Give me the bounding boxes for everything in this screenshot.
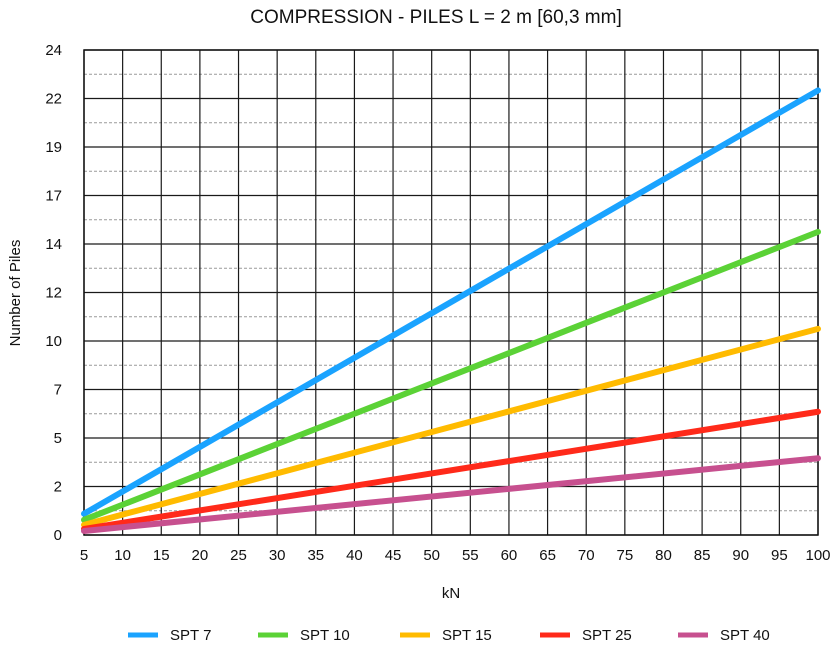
- series-line-spt-7: [81, 87, 821, 517]
- x-tick-label: 20: [192, 547, 209, 564]
- x-tick-label: 50: [423, 547, 440, 564]
- x-tick-label: 5: [80, 547, 88, 564]
- series-line-spt-15: [81, 325, 821, 528]
- y-tick-label: 14: [45, 236, 62, 253]
- y-tick-label: 2: [54, 479, 62, 496]
- x-axis-label: kN: [442, 585, 460, 602]
- x-tick-label: 75: [616, 547, 633, 564]
- y-tick-label: 0: [54, 527, 62, 544]
- legend: SPT 7 SPT 10 SPT 15 SPT 25 SPT 40: [128, 627, 770, 644]
- x-tick-label: 45: [385, 547, 402, 564]
- y-tick-labels: 0 2 5 7 10 12 14 17 19 22 24: [45, 42, 62, 544]
- x-tick-label: 95: [771, 547, 788, 564]
- y-tick-label: 24: [45, 42, 62, 59]
- minor-gridlines: [84, 73, 818, 512]
- plot-frame: [83, 49, 819, 536]
- x-tick-label: 100: [805, 547, 830, 564]
- legend-label: SPT 15: [442, 627, 492, 644]
- x-tick-label: 65: [539, 547, 556, 564]
- y-tick-label: 10: [45, 333, 62, 350]
- legend-label: SPT 40: [720, 627, 770, 644]
- y-tick-label: 17: [45, 188, 62, 205]
- y-tick-label: 7: [54, 382, 62, 399]
- series-line-spt-25: [81, 408, 821, 532]
- series-line-spt-40: [81, 455, 821, 534]
- y-tick-label: 5: [54, 430, 62, 447]
- x-tick-label: 90: [732, 547, 749, 564]
- x-tick-label: 80: [655, 547, 672, 564]
- x-tick-label: 85: [694, 547, 711, 564]
- x-tick-label: 15: [153, 547, 170, 564]
- y-axis-label: Number of Piles: [7, 240, 24, 347]
- legend-label: SPT 10: [300, 627, 350, 644]
- y-tick-label: 22: [45, 91, 62, 108]
- x-tick-label: 70: [578, 547, 595, 564]
- x-tick-label: 25: [230, 547, 247, 564]
- legend-label: SPT 7: [170, 627, 211, 644]
- legend-label: SPT 25: [582, 627, 632, 644]
- chart-title: COMPRESSION - PILES L = 2 m [60,3 mm]: [250, 7, 621, 28]
- y-tick-label: 19: [45, 139, 62, 156]
- major-gridlines: [83, 49, 819, 536]
- x-tick-label: 40: [346, 547, 363, 564]
- x-tick-labels: 5 10 15 20 25 30 35 40 45 50 55 60 65 70 75 80 85 90 95 100: [80, 547, 831, 564]
- x-tick-label: 35: [307, 547, 324, 564]
- series-lines: [81, 87, 821, 534]
- series-line-spt-10: [81, 228, 821, 523]
- x-tick-label: 55: [462, 547, 479, 564]
- x-tick-label: 60: [501, 547, 518, 564]
- x-tick-label: 30: [269, 547, 286, 564]
- x-tick-label: 10: [114, 547, 131, 564]
- y-tick-label: 12: [45, 285, 62, 302]
